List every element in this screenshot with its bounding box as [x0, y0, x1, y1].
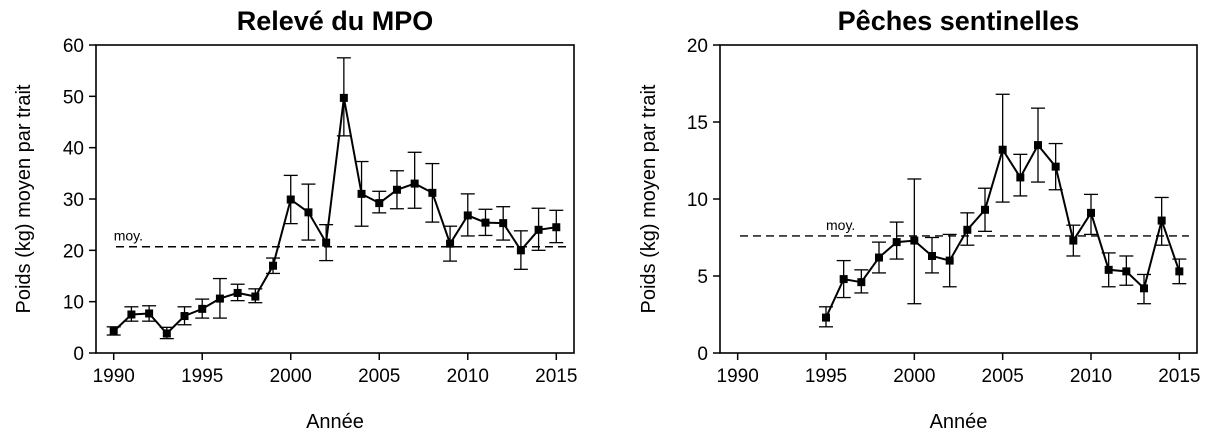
x-tick-label: 2015: [535, 366, 577, 387]
data-point: [180, 312, 189, 321]
x-tick-label: 1995: [181, 366, 223, 387]
x-axis-label: Année: [306, 411, 364, 433]
y-tick-label: 20: [687, 36, 708, 57]
data-point: [499, 219, 508, 228]
x-tick-label: 2005: [358, 366, 400, 387]
data-point: [162, 329, 171, 338]
data-point: [1140, 284, 1148, 293]
mean-label: moy.: [826, 217, 855, 233]
x-tick-label: 2005: [982, 366, 1024, 387]
data-point: [339, 93, 348, 102]
x-tick-label: 2010: [1070, 366, 1112, 387]
y-tick-label: 40: [63, 139, 84, 160]
data-point: [304, 208, 313, 217]
data-point: [945, 256, 954, 265]
data-point: [410, 179, 419, 188]
data-point: [1104, 265, 1113, 274]
x-tick-label: 2000: [893, 366, 935, 387]
data-point: [839, 275, 848, 284]
y-tick-label: 15: [687, 113, 708, 134]
data-point: [127, 310, 136, 319]
y-tick-label: 30: [63, 190, 84, 211]
data-point: [910, 236, 919, 245]
y-tick-label: 20: [63, 241, 84, 262]
data-point: [109, 327, 118, 336]
y-tick-label: 10: [63, 293, 84, 314]
data-point: [892, 238, 901, 247]
data-point: [1034, 141, 1042, 150]
data-point: [392, 185, 401, 194]
data-point: [286, 195, 295, 204]
data-point: [1051, 162, 1060, 171]
data-point: [322, 238, 331, 247]
y-tick-label: 5: [697, 267, 708, 288]
y-tick-label: 10: [687, 190, 708, 211]
y-tick-label: 0: [697, 344, 708, 365]
chart-panel-right: Pêches sentinelles 0 5 10 15 20 1990 1995 2000 20…: [638, 6, 1200, 433]
chart-title: Relevé du MPO: [237, 6, 434, 36]
y-axis-label: Poids (kg) moyen par trait: [638, 84, 660, 313]
x-tick-label: 2000: [270, 366, 312, 387]
x-tick-label: 1995: [805, 366, 847, 387]
data-point: [1087, 208, 1095, 217]
data-point: [446, 239, 455, 248]
x-tick-label: 1990: [93, 366, 135, 387]
chart-title: Pêches sentinelles: [838, 6, 1080, 36]
data-point: [1175, 267, 1184, 276]
data-point: [233, 288, 242, 297]
series-line: [113, 97, 557, 335]
data-point: [998, 145, 1007, 154]
data-point: [822, 313, 830, 322]
y-tick-label: 50: [63, 87, 84, 108]
data-point: [1122, 267, 1131, 276]
y-axis-label: Poids (kg) moyen par trait: [13, 84, 35, 313]
data-point: [875, 253, 883, 262]
x-tick-label: 1990: [717, 366, 759, 387]
plot-frame: [719, 44, 1198, 354]
y-tick-label: 0: [73, 344, 84, 365]
data-point: [1016, 173, 1025, 182]
data-point: [928, 251, 936, 260]
data-point: [463, 211, 472, 220]
data-point: [516, 246, 525, 255]
data-point: [981, 205, 989, 214]
data-point: [552, 223, 561, 232]
plot-frame: [95, 44, 575, 354]
data-point: [481, 218, 490, 227]
data-point: [375, 199, 384, 208]
x-tick-label: 2015: [1158, 366, 1200, 387]
data-point: [251, 292, 260, 301]
data-point: [198, 304, 207, 313]
mean-label: moy.: [114, 228, 143, 244]
data-point: [534, 225, 543, 234]
data-point: [145, 309, 154, 318]
data-point: [1157, 216, 1166, 225]
y-tick-label: 60: [63, 36, 84, 57]
chart-panel-left: Relevé du MPO 0 10 20 30 40 50 60 1990 1995 2000 20…: [13, 6, 577, 433]
data-point: [357, 189, 366, 198]
data-point: [1069, 236, 1078, 245]
data-point: [857, 278, 866, 287]
data-point: [215, 294, 224, 303]
data-point: [963, 225, 972, 234]
x-axis-label: Année: [930, 411, 988, 433]
x-tick-label: 2010: [447, 366, 489, 387]
data-point: [269, 261, 278, 270]
data-point: [428, 188, 437, 197]
